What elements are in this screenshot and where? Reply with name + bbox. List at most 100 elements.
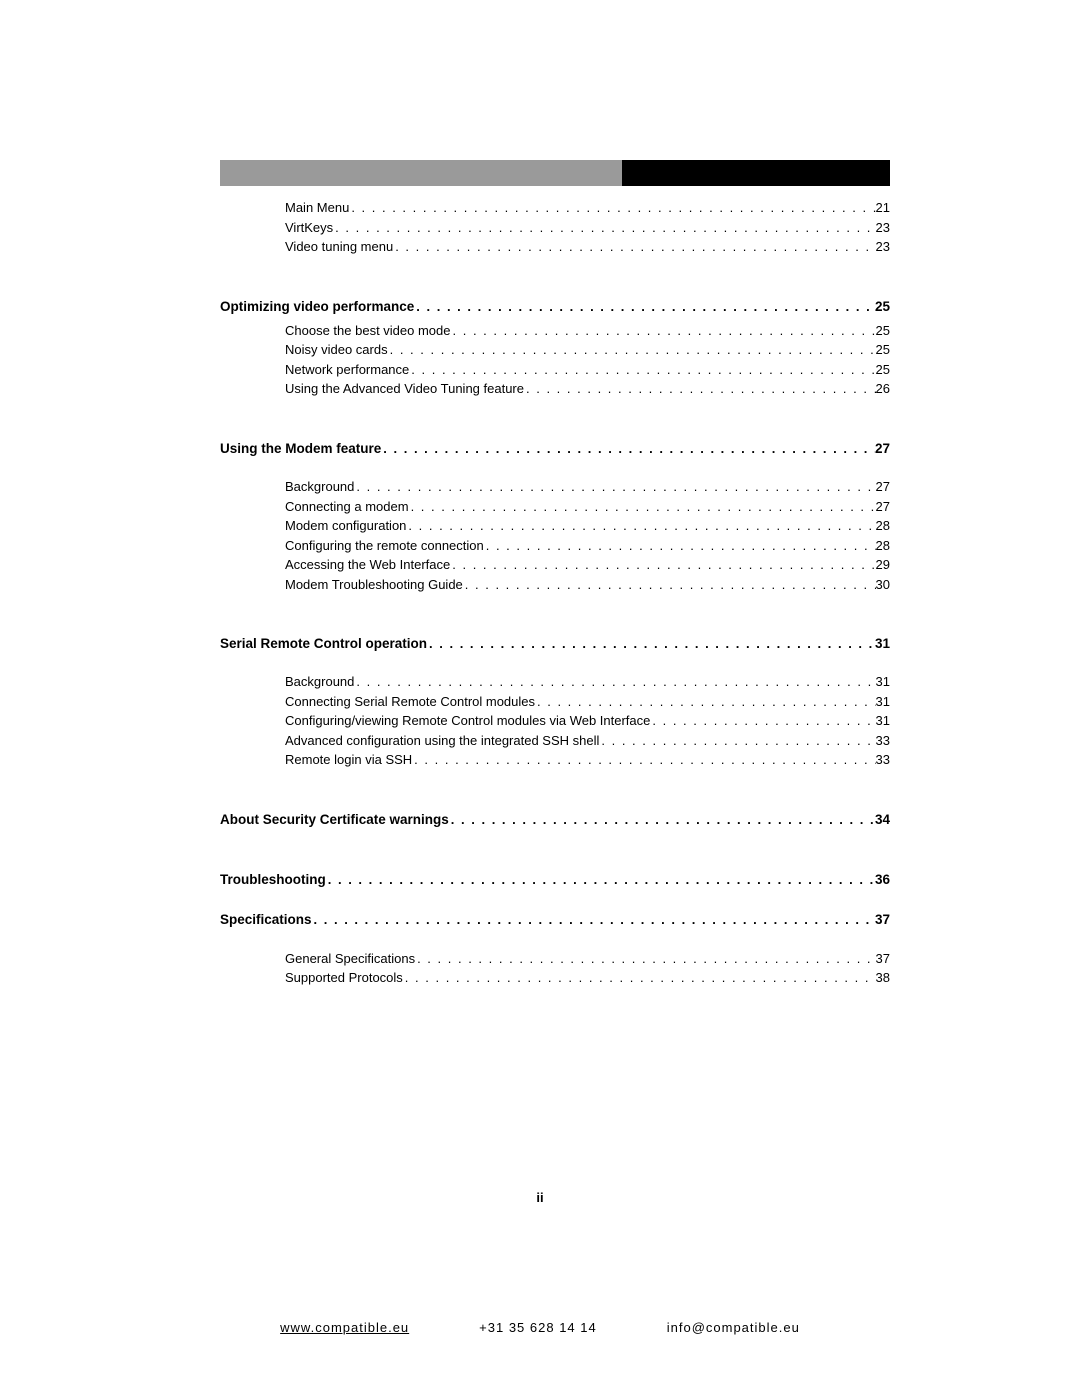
toc-page-number: 36 [875,870,890,890]
toc-sub-line: Configuring/viewing Remote Control modul… [190,711,890,731]
toc-label: General Specifications [285,949,415,969]
toc-leader-dots: . . . . . . . . . . . . . . . . . . . . … [451,321,876,341]
toc-label: Background [285,477,354,497]
toc-page-number: 28 [876,536,890,556]
toc-page-number: 34 [875,810,890,830]
toc-sub-line: Modem Troubleshooting Guide . . . . . . … [190,575,890,595]
toc-sub-line: General Specifications . . . . . . . . .… [190,949,890,969]
header-band [220,160,890,186]
toc-leader-dots: . . . . . . . . . . . . . . . . . . . . … [393,237,875,257]
toc-sub-line: Modem configuration . . . . . . . . . . … [190,516,890,536]
toc-page-number: 23 [876,237,890,257]
toc-container: Main Menu . . . . . . . . . . . . . . . … [190,198,890,988]
toc-leader-dots: . . . . . . . . . . . . . . . . . . . . … [463,575,876,595]
toc-leader-dots: . . . . . . . . . . . . . . . . . . . . … [354,672,875,692]
toc-leader-dots: . . . . . . . . . . . . . . . . . . . . … [599,731,875,751]
footer-website: www.compatible.eu [280,1320,409,1335]
toc-leader-dots: . . . . . . . . . . . . . . . . . . . . … [535,692,876,712]
toc-leader-dots: . . . . . . . . . . . . . . . . . . . . … [409,360,875,380]
toc-label: Advanced configuration using the integra… [285,731,599,751]
footer-email: info@compatible.eu [667,1320,800,1335]
toc-page-number: 37 [875,910,890,930]
toc-leader-dots: . . . . . . . . . . . . . . . . . . . . … [415,949,875,969]
toc-group: Troubleshooting . . . . . . . . . . . . … [190,870,890,890]
toc-page-number: 27 [876,497,890,517]
toc-leader-dots: . . . . . . . . . . . . . . . . . . . . … [409,497,876,517]
toc-label: Network performance [285,360,409,380]
toc-sub-line: Network performance . . . . . . . . . . … [190,360,890,380]
toc-page-number: 31 [875,634,890,654]
toc-group: Main Menu . . . . . . . . . . . . . . . … [190,198,890,257]
toc-section-line: Using the Modem feature . . . . . . . . … [190,439,890,459]
toc-page: Main Menu . . . . . . . . . . . . . . . … [190,160,890,1008]
toc-page-number: 30 [876,575,890,595]
toc-label: Configuring/viewing Remote Control modul… [285,711,650,731]
toc-sub-line: Advanced configuration using the integra… [190,731,890,751]
toc-leader-dots: . . . . . . . . . . . . . . . . . . . . … [333,218,875,238]
toc-label: Modem Troubleshooting Guide [285,575,463,595]
toc-page-number: 38 [876,968,890,988]
toc-sub-line: VirtKeys . . . . . . . . . . . . . . . .… [190,218,890,238]
toc-page-number: 31 [876,692,890,712]
toc-group: Optimizing video performance . . . . . .… [190,297,890,399]
toc-page-number: 33 [876,731,890,751]
toc-leader-dots: . . . . . . . . . . . . . . . . . . . . … [524,379,876,399]
toc-section-line: Specifications . . . . . . . . . . . . .… [190,910,890,930]
toc-page-number: 27 [876,477,890,497]
toc-sub-line: Remote login via SSH . . . . . . . . . .… [190,750,890,770]
toc-sub-line: Background . . . . . . . . . . . . . . .… [190,672,890,692]
toc-page-number: 21 [876,198,890,218]
toc-label: Modem configuration [285,516,406,536]
toc-leader-dots: . . . . . . . . . . . . . . . . . . . . … [450,555,875,575]
toc-group: Serial Remote Control operation . . . . … [190,634,890,770]
toc-page-number: 26 [876,379,890,399]
footer: www.compatible.eu +31 35 628 14 14 info@… [0,1320,1080,1335]
toc-label: Serial Remote Control operation [220,634,427,654]
toc-label: Optimizing video performance [220,297,414,317]
toc-sub-line: Noisy video cards . . . . . . . . . . . … [190,340,890,360]
toc-group: About Security Certificate warnings . . … [190,810,890,830]
toc-label: VirtKeys [285,218,333,238]
toc-page-number: 29 [876,555,890,575]
toc-label: Noisy video cards [285,340,388,360]
toc-sub-line: Accessing the Web Interface . . . . . . … [190,555,890,575]
toc-leader-dots: . . . . . . . . . . . . . . . . . . . . … [427,634,875,654]
toc-page-number: 25 [875,297,890,317]
toc-page-number: 28 [876,516,890,536]
toc-page-number: 37 [876,949,890,969]
toc-leader-dots: . . . . . . . . . . . . . . . . . . . . … [650,711,875,731]
toc-label: Troubleshooting [220,870,326,890]
toc-leader-dots: . . . . . . . . . . . . . . . . . . . . … [449,810,875,830]
toc-section-line: Serial Remote Control operation . . . . … [190,634,890,654]
toc-label: Accessing the Web Interface [285,555,450,575]
toc-leader-dots: . . . . . . . . . . . . . . . . . . . . … [326,870,875,890]
footer-phone: +31 35 628 14 14 [479,1320,597,1335]
toc-page-number: 33 [876,750,890,770]
toc-leader-dots: . . . . . . . . . . . . . . . . . . . . … [484,536,876,556]
toc-label: Background [285,672,354,692]
toc-group: Using the Modem feature . . . . . . . . … [190,439,890,594]
toc-page-number: 25 [876,340,890,360]
toc-section-line: About Security Certificate warnings . . … [190,810,890,830]
toc-label: Supported Protocols [285,968,403,988]
toc-label: Using the Modem feature [220,439,381,459]
toc-label: Connecting Serial Remote Control modules [285,692,535,712]
toc-sub-line: Supported Protocols . . . . . . . . . . … [190,968,890,988]
toc-sub-line: Configuring the remote connection . . . … [190,536,890,556]
toc-label: Main Menu [285,198,349,218]
toc-page-number: 23 [876,218,890,238]
toc-page-number: 27 [875,439,890,459]
toc-section-line: Optimizing video performance . . . . . .… [190,297,890,317]
toc-label: Specifications [220,910,312,930]
toc-label: Connecting a modem [285,497,409,517]
toc-leader-dots: . . . . . . . . . . . . . . . . . . . . … [388,340,876,360]
toc-group: Specifications . . . . . . . . . . . . .… [190,910,890,987]
toc-leader-dots: . . . . . . . . . . . . . . . . . . . . … [312,910,875,930]
toc-label: Using the Advanced Video Tuning feature [285,379,524,399]
toc-label: Choose the best video mode [285,321,451,341]
page-number: ii [0,1190,1080,1205]
toc-page-number: 25 [876,321,890,341]
toc-leader-dots: . . . . . . . . . . . . . . . . . . . . … [354,477,875,497]
toc-leader-dots: . . . . . . . . . . . . . . . . . . . . … [381,439,875,459]
toc-leader-dots: . . . . . . . . . . . . . . . . . . . . … [403,968,876,988]
